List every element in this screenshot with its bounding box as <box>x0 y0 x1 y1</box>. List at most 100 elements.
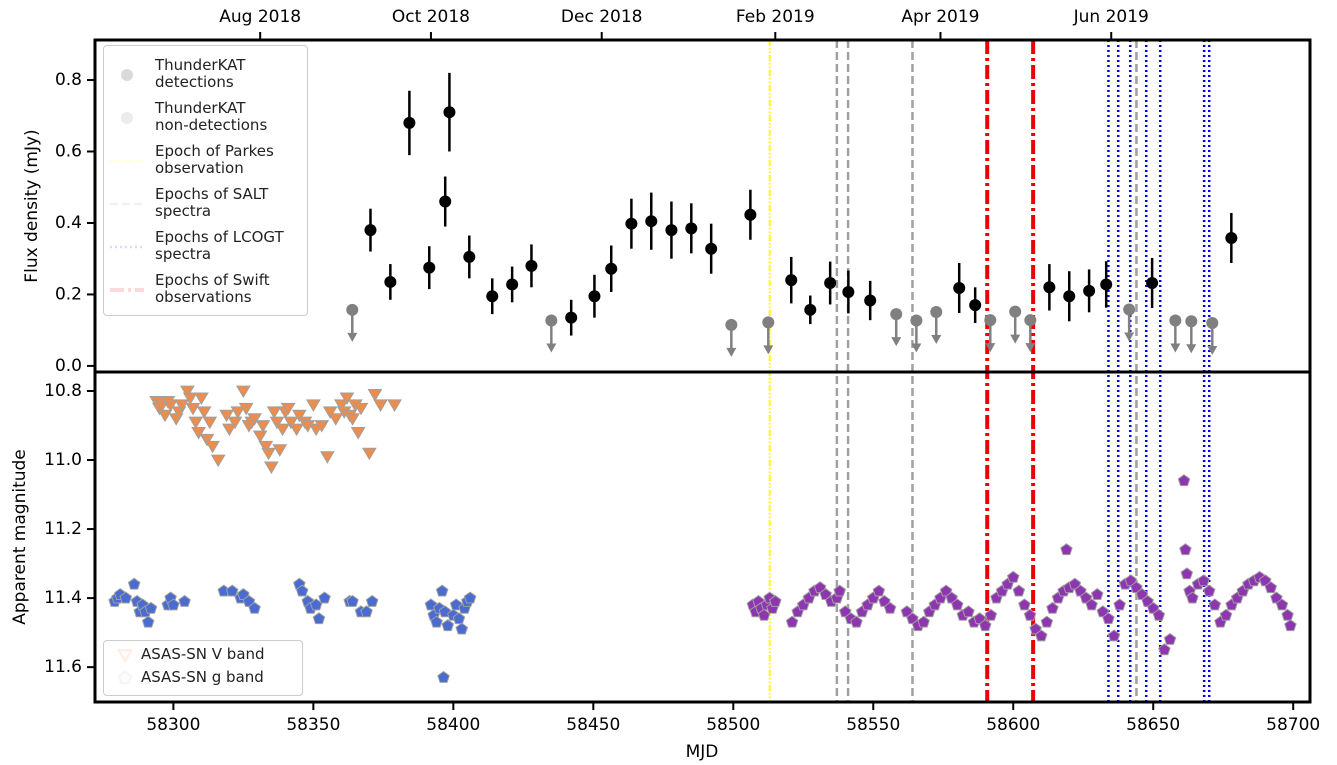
data-point <box>685 222 698 235</box>
legend-label: ASAS-SN g band <box>141 668 264 686</box>
v-band-point <box>333 399 349 412</box>
v-band-point <box>373 399 388 412</box>
v-band-point <box>291 409 307 423</box>
g-band-point <box>1012 584 1026 597</box>
data-point <box>645 215 658 228</box>
x-tick-label: 58700 <box>1266 715 1320 735</box>
g-band-point <box>1197 574 1210 587</box>
v-band-point <box>210 454 226 468</box>
v-band-point <box>319 451 335 464</box>
y-tick-label: 0.8 <box>55 70 82 90</box>
g-band-point <box>1284 619 1297 632</box>
x-tick-label: 58600 <box>986 715 1040 735</box>
legend-label: ThunderKAT non-detections <box>155 99 268 134</box>
data-point <box>545 314 558 327</box>
v-band-point <box>238 402 254 416</box>
v-band-point <box>283 416 299 430</box>
v-band-point <box>219 409 234 423</box>
data-point <box>705 242 718 255</box>
g-band-point <box>1107 629 1121 642</box>
g-band-point <box>119 591 133 604</box>
g-band-point <box>917 615 930 628</box>
g-band-point <box>127 577 141 590</box>
g-band-point <box>1113 598 1126 611</box>
g-band-point <box>312 612 326 625</box>
g-band-point <box>463 591 477 604</box>
data-point <box>984 314 997 327</box>
data-point <box>439 195 452 208</box>
data-point <box>1100 278 1113 291</box>
y-tick-label: 0.0 <box>55 356 82 376</box>
g-band-point <box>430 615 443 628</box>
v-band-point <box>205 440 220 454</box>
v-band-point <box>194 392 209 406</box>
y-tick-label: 10.8 <box>44 381 82 401</box>
data-point <box>744 208 757 221</box>
v-band-point <box>199 433 215 447</box>
v-band-point <box>230 406 246 419</box>
y-axis-label: Flux density (mJy) <box>22 129 42 282</box>
g-band-point <box>441 619 455 632</box>
v-band-point <box>157 409 173 423</box>
v-band-point <box>328 413 344 426</box>
g-band-point <box>1090 588 1104 601</box>
v-band-point <box>314 420 330 433</box>
legend-label: ASAS-SN V band <box>141 645 265 663</box>
data-point <box>605 262 618 275</box>
v-band-point <box>263 461 279 475</box>
g-band-point <box>1219 608 1233 621</box>
g-band-point <box>178 594 191 607</box>
data-point <box>864 294 877 307</box>
v-band-point <box>280 402 296 416</box>
x-tick-label: 58500 <box>706 715 760 735</box>
x-tick-label: 58650 <box>1126 715 1180 735</box>
x-tick-label: 58450 <box>566 715 620 735</box>
upper-limit-head <box>931 334 942 344</box>
data-point <box>423 261 436 274</box>
x2-tick-label: Aug 2018 <box>219 7 301 27</box>
upper-limit-head <box>891 337 902 347</box>
g-band-point <box>1060 543 1073 556</box>
g-band-point <box>141 615 155 628</box>
data-point <box>890 308 903 321</box>
v-band-point <box>247 413 262 426</box>
upper-limit-head <box>911 343 922 353</box>
v-band-point <box>272 444 288 457</box>
upper-limit-head <box>1025 343 1036 353</box>
x2-tick-label: Jun 2019 <box>1073 7 1149 27</box>
data-point <box>1206 317 1219 330</box>
g-band-point <box>318 591 331 604</box>
g-band-point <box>435 584 449 597</box>
data-point <box>463 250 476 263</box>
data-point <box>930 305 943 318</box>
upper-limit-head <box>347 332 358 342</box>
v-band-point <box>188 416 204 430</box>
data-point <box>969 299 982 312</box>
legend-label: Epochs of Swift observations <box>155 271 270 306</box>
data-point <box>824 277 837 290</box>
g-band-point <box>1006 570 1020 583</box>
v-band-point <box>174 399 190 412</box>
v-band-point <box>345 413 360 426</box>
g-band-point <box>1023 608 1037 621</box>
data-point <box>725 318 738 331</box>
data-point <box>403 116 416 129</box>
data-point <box>804 303 817 316</box>
g-band-point <box>785 615 799 628</box>
data-point <box>842 285 855 298</box>
g-band-point <box>295 584 309 597</box>
g-band-point <box>1034 629 1048 642</box>
g-band-point <box>833 584 846 597</box>
data-point <box>1123 303 1136 316</box>
v-band-point <box>322 406 338 419</box>
v-band-point <box>222 423 237 437</box>
legend-label: ThunderKAT detections <box>155 56 246 91</box>
g-band-point <box>1018 598 1031 611</box>
x-tick-label: 58400 <box>426 715 480 735</box>
g-band-point <box>1163 632 1177 645</box>
data-point <box>346 303 359 316</box>
upper-limit-head <box>1010 334 1021 344</box>
v-band-point <box>258 440 274 454</box>
